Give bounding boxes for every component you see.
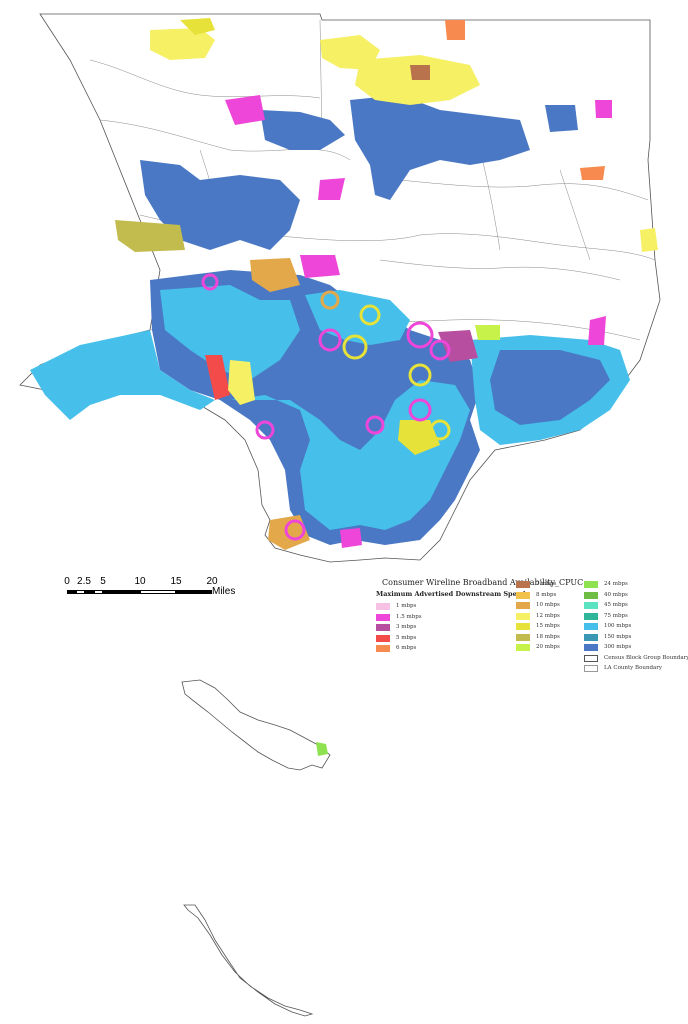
scale-tick-2-5: 2.5 (77, 576, 91, 587)
boundary-swatch (584, 665, 598, 672)
map-legend: Consumer Wireline Broadband Availability… (376, 578, 688, 672)
scale-segment (103, 590, 140, 594)
legend-swatch (376, 603, 390, 610)
legend-swatch (516, 602, 530, 609)
scale-segment (76, 590, 85, 594)
scale-tick-0: 0 (64, 576, 70, 587)
scale-segment (176, 590, 212, 594)
scale-tick-10: 10 (134, 576, 146, 587)
legend-swatch (376, 634, 390, 642)
scale-tick-5: 5 (100, 576, 106, 587)
scale-segment (94, 590, 103, 594)
legend-swatch (516, 623, 530, 630)
legend-title: Consumer Wireline Broadband Availability… (382, 578, 584, 587)
legend-swatch (516, 633, 530, 641)
legend-swatch (376, 613, 390, 621)
san-clemente-island (183, 904, 314, 1017)
santa-catalina-island (181, 679, 331, 771)
legend-swatch (516, 644, 530, 651)
scale-tick-15: 15 (170, 576, 182, 587)
legend-swatch (584, 602, 598, 609)
avalon-coverage (316, 742, 328, 756)
legend-swatch (516, 612, 530, 620)
legend-swatch (584, 591, 598, 599)
scale-units: Miles (212, 586, 236, 597)
legend-swatch (584, 633, 598, 641)
scale-segment (85, 590, 94, 594)
legend-swatch (584, 581, 598, 588)
scale-segment (67, 590, 76, 594)
scale-tick-20: 20 (206, 576, 218, 587)
legend-swatch (584, 623, 598, 630)
legend-swatch (516, 591, 530, 599)
legend-swatch (376, 645, 390, 652)
coverage-rings (201, 273, 451, 541)
legend-swatch (376, 624, 390, 631)
legend-subtitle: Maximum Advertised Downstream Speed (376, 590, 526, 598)
scale-segment (140, 590, 176, 594)
legend-swatch (516, 581, 530, 588)
boundary-swatch (584, 654, 598, 662)
legend-swatch (584, 612, 598, 620)
legend-swatch (584, 644, 598, 651)
coverage-regions (30, 18, 658, 550)
scale-bar: 0 2.5 5 10 15 20 Miles (60, 576, 240, 604)
